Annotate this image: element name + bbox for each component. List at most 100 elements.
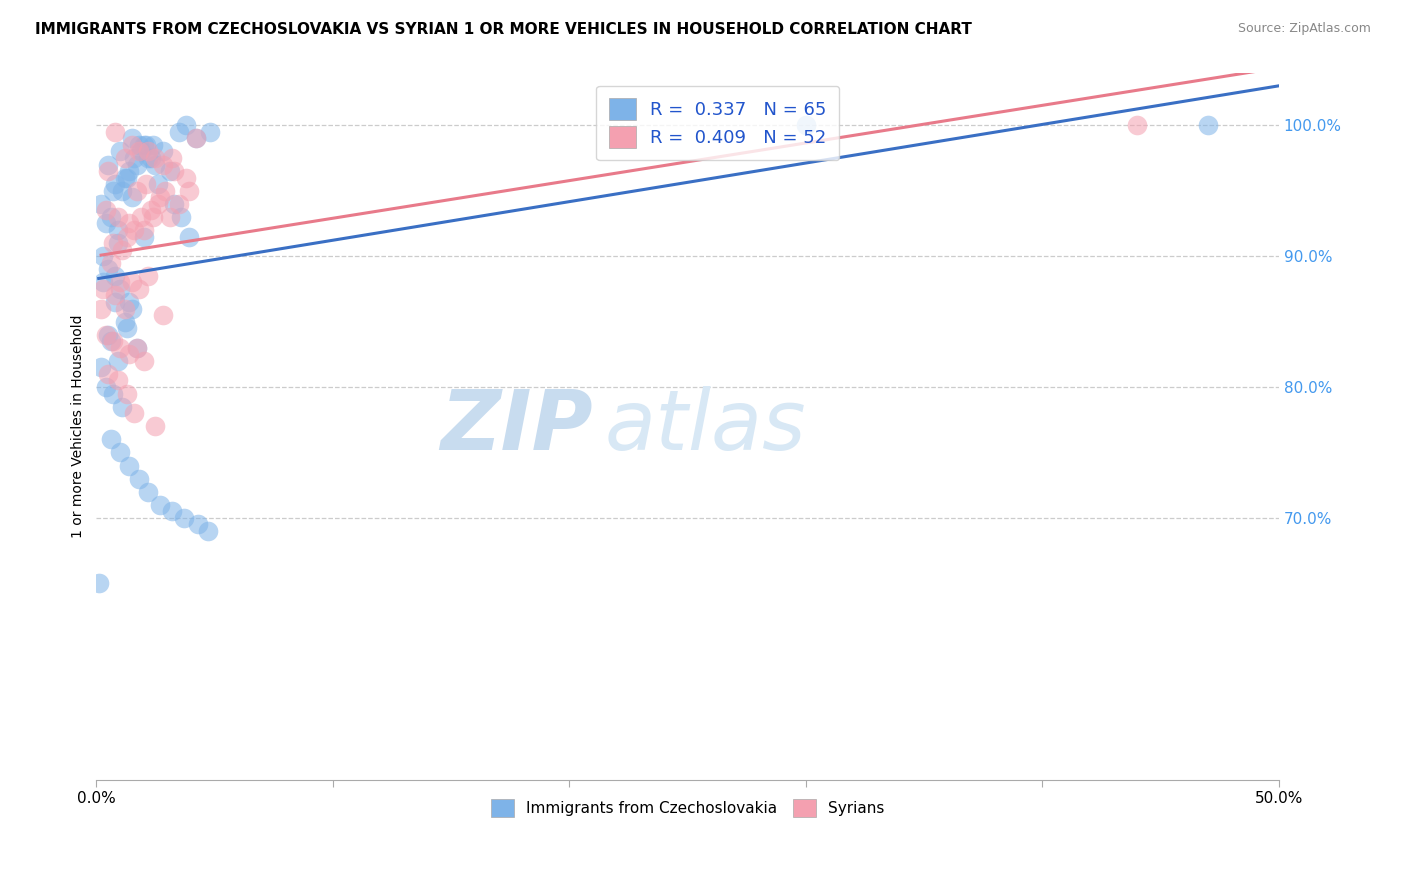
- Point: [107, 354, 129, 368]
- Point: [118, 295, 141, 310]
- Point: [108, 341, 131, 355]
- Point: [159, 210, 181, 224]
- Point: [128, 145, 150, 159]
- Text: atlas: atlas: [605, 386, 807, 467]
- Point: [145, 151, 167, 165]
- Point: [138, 484, 160, 499]
- Point: [1126, 118, 1149, 132]
- Point: [129, 145, 152, 159]
- Point: [100, 334, 122, 349]
- Point: [115, 229, 138, 244]
- Point: [139, 151, 162, 165]
- Legend: Immigrants from Czechoslovakia, Syrians: Immigrants from Czechoslovakia, Syrians: [484, 791, 891, 825]
- Text: IMMIGRANTS FROM CZECHOSLOVAKIA VS SYRIAN 1 OR MORE VEHICLES IN HOUSEHOLD CORRELA: IMMIGRANTS FROM CZECHOSLOVAKIA VS SYRIAN…: [35, 22, 972, 37]
- Point: [101, 236, 124, 251]
- Point: [111, 400, 134, 414]
- Point: [114, 170, 136, 185]
- Point: [108, 145, 131, 159]
- Point: [115, 386, 138, 401]
- Point: [121, 190, 143, 204]
- Point: [128, 472, 150, 486]
- Point: [97, 164, 120, 178]
- Point: [93, 282, 115, 296]
- Point: [111, 243, 134, 257]
- Text: Source: ZipAtlas.com: Source: ZipAtlas.com: [1237, 22, 1371, 36]
- Point: [146, 178, 169, 192]
- Point: [125, 341, 148, 355]
- Point: [121, 276, 143, 290]
- Point: [101, 184, 124, 198]
- Point: [153, 184, 176, 198]
- Point: [138, 145, 160, 159]
- Point: [107, 210, 129, 224]
- Point: [160, 504, 183, 518]
- Point: [115, 170, 138, 185]
- Point: [104, 295, 127, 310]
- Point: [146, 197, 169, 211]
- Point: [100, 256, 122, 270]
- Point: [90, 360, 112, 375]
- Point: [135, 138, 157, 153]
- Point: [94, 217, 117, 231]
- Point: [104, 125, 127, 139]
- Point: [132, 223, 155, 237]
- Point: [114, 301, 136, 316]
- Point: [121, 131, 143, 145]
- Point: [138, 151, 160, 165]
- Point: [174, 170, 197, 185]
- Point: [152, 308, 174, 322]
- Point: [184, 131, 207, 145]
- Point: [1197, 118, 1219, 132]
- Point: [94, 327, 117, 342]
- Point: [149, 190, 172, 204]
- Point: [160, 151, 183, 165]
- Point: [128, 138, 150, 153]
- Point: [145, 158, 167, 172]
- Point: [122, 223, 145, 237]
- Point: [159, 164, 181, 178]
- Point: [198, 125, 221, 139]
- Point: [100, 210, 122, 224]
- Point: [163, 197, 186, 211]
- Point: [118, 347, 141, 361]
- Point: [197, 524, 219, 538]
- Point: [104, 268, 127, 283]
- Point: [107, 374, 129, 388]
- Point: [101, 386, 124, 401]
- Point: [129, 210, 152, 224]
- Point: [794, 118, 817, 132]
- Point: [115, 321, 138, 335]
- Point: [167, 125, 190, 139]
- Point: [94, 203, 117, 218]
- Point: [132, 229, 155, 244]
- Point: [142, 138, 165, 153]
- Point: [152, 158, 174, 172]
- Point: [128, 282, 150, 296]
- Point: [111, 184, 134, 198]
- Point: [108, 445, 131, 459]
- Point: [122, 151, 145, 165]
- Point: [97, 367, 120, 381]
- Point: [125, 184, 148, 198]
- Point: [132, 354, 155, 368]
- Point: [132, 138, 155, 153]
- Point: [93, 249, 115, 263]
- Point: [94, 380, 117, 394]
- Point: [90, 301, 112, 316]
- Point: [97, 158, 120, 172]
- Point: [167, 197, 190, 211]
- Point: [170, 210, 193, 224]
- Point: [121, 301, 143, 316]
- Point: [152, 145, 174, 159]
- Point: [107, 236, 129, 251]
- Y-axis label: 1 or more Vehicles in Household: 1 or more Vehicles in Household: [72, 315, 86, 538]
- Point: [173, 511, 195, 525]
- Point: [125, 158, 148, 172]
- Point: [108, 282, 131, 296]
- Point: [118, 458, 141, 473]
- Text: ZIP: ZIP: [440, 386, 593, 467]
- Point: [149, 498, 172, 512]
- Point: [97, 262, 120, 277]
- Point: [125, 341, 148, 355]
- Point: [142, 210, 165, 224]
